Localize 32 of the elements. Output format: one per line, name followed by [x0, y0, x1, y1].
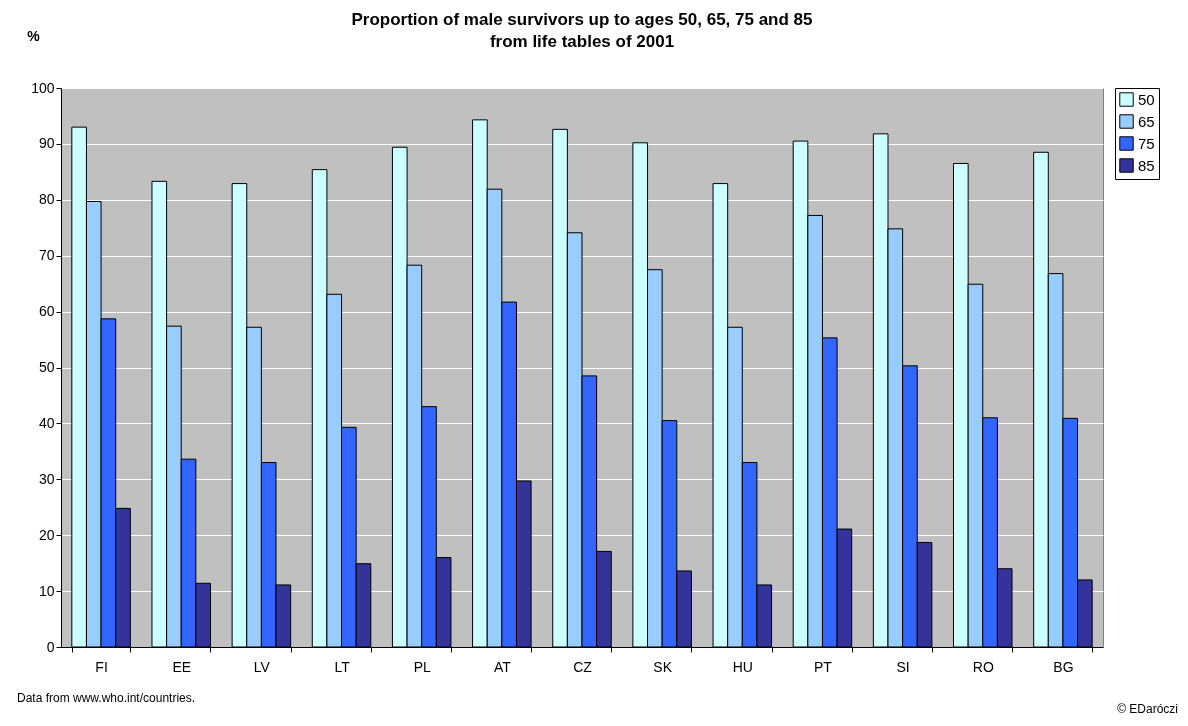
- y-tick-label: 10: [38, 582, 55, 599]
- x-tick-label: AT: [493, 658, 512, 675]
- x-tick-label: SI: [896, 658, 910, 675]
- x-tick-label: RO: [972, 658, 994, 675]
- chart-title: Proportion of male survivors up to ages 50, 65, 75 and 85 from life tables of 2001: [351, 10, 813, 51]
- y-tick-label: 80: [38, 191, 55, 208]
- x-tick-label: SK: [653, 658, 673, 675]
- y-tick-label: 90: [38, 135, 55, 152]
- x-tick-label: LV: [253, 658, 271, 675]
- x-tick-label: PL: [413, 658, 431, 675]
- x-tick-label: HU: [732, 658, 753, 675]
- legend-label: 75: [1138, 134, 1155, 152]
- text: Data from www.who.int/countries.: [17, 691, 196, 705]
- x-tick-label: CZ: [573, 658, 593, 675]
- y-tick-label: 40: [38, 414, 55, 431]
- x-tick-label: BG: [1053, 658, 1074, 675]
- y-tick-label: 50: [38, 359, 55, 375]
- x-tick-label: EE: [172, 658, 192, 675]
- y-tick-label: 70: [38, 247, 55, 264]
- y-tick-label: 60: [38, 303, 55, 320]
- y-tick-label: 0: [46, 638, 55, 655]
- x-tick-label: PT: [814, 658, 833, 675]
- x-tick-label: FI: [95, 658, 108, 675]
- legend-label: 65: [1138, 112, 1155, 130]
- text: © EDaróczi: [1117, 702, 1178, 716]
- y-axis-title: %: [27, 27, 41, 44]
- legend-label: 85: [1138, 156, 1155, 174]
- y-tick-label: 30: [38, 470, 55, 487]
- y-tick-label: 20: [38, 526, 55, 543]
- x-tick-label: LT: [334, 658, 351, 675]
- legend-label: 50: [1138, 90, 1155, 108]
- y-tick-label: 100: [31, 79, 55, 96]
